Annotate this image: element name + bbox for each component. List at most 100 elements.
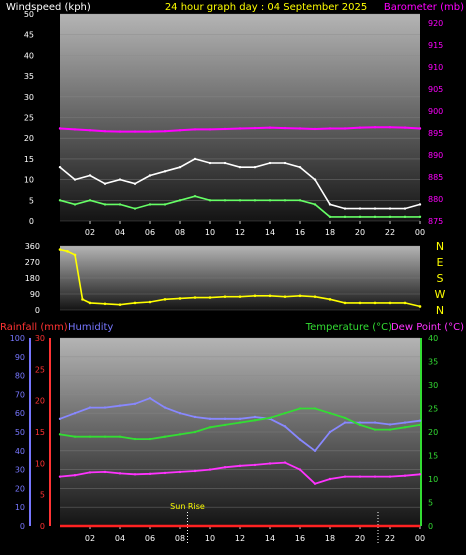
temperature-point bbox=[268, 416, 272, 420]
gust-point bbox=[328, 203, 332, 206]
temperature-point bbox=[193, 430, 197, 434]
humidity-tick-label: 70 bbox=[15, 390, 25, 399]
dewpoint-point bbox=[103, 470, 107, 474]
temperature-point bbox=[133, 437, 137, 441]
dewpoint-point bbox=[298, 468, 302, 471]
dewpoint-point bbox=[253, 463, 257, 467]
humidity-tick-label: 60 bbox=[15, 409, 25, 418]
barometer-point bbox=[313, 127, 317, 131]
compass-label: N bbox=[436, 304, 444, 317]
wind-x-tick-label: 14 bbox=[265, 228, 275, 237]
temperature-tick-label: 10 bbox=[428, 475, 438, 484]
temp-x-tick-label: 00 bbox=[415, 534, 425, 543]
direction-point bbox=[66, 250, 69, 253]
direction-tick-label: 360 bbox=[25, 242, 40, 251]
barometer-point bbox=[238, 127, 242, 130]
direction-point bbox=[163, 298, 167, 301]
direction-point bbox=[358, 301, 362, 305]
gust-point bbox=[178, 165, 182, 169]
windspeed-tick-label: 5 bbox=[29, 196, 34, 205]
humidity-point bbox=[178, 412, 182, 415]
direction-point bbox=[388, 301, 392, 305]
temperature-point bbox=[208, 426, 212, 429]
barometer-point bbox=[388, 125, 392, 129]
barometer-tick-label: 910 bbox=[428, 63, 443, 72]
direction-point bbox=[81, 298, 84, 301]
barometer-point bbox=[178, 129, 182, 132]
gust-point bbox=[223, 161, 227, 165]
windspeed-tick-label: 15 bbox=[24, 155, 34, 164]
direction-point bbox=[343, 301, 347, 305]
direction-point bbox=[208, 296, 212, 299]
rainfall-tick-label: 25 bbox=[35, 365, 45, 374]
temp-x-tick-label: 22 bbox=[385, 534, 395, 543]
temperature-point bbox=[313, 407, 317, 410]
barometer-point bbox=[403, 126, 407, 129]
humidity-point bbox=[343, 421, 347, 424]
gust-point bbox=[238, 165, 242, 169]
temperature-point bbox=[358, 423, 362, 427]
temperature-point bbox=[238, 421, 242, 424]
sunrise-annotation: Sun Rise bbox=[170, 502, 205, 511]
humidity-tick-label: 10 bbox=[15, 503, 25, 512]
temp-x-tick-label: 08 bbox=[175, 534, 185, 543]
dewpoint-point bbox=[268, 462, 272, 465]
barometer-point bbox=[373, 125, 377, 129]
temperature-tick-label: 40 bbox=[428, 334, 438, 343]
barometer-point bbox=[103, 129, 107, 133]
direction-point bbox=[58, 248, 62, 251]
humidity-point bbox=[403, 421, 407, 424]
barometer-point bbox=[268, 126, 272, 129]
humidity-point bbox=[73, 412, 77, 415]
temperature-tick-label: 5 bbox=[428, 499, 433, 508]
wind-x-tick-label: 12 bbox=[235, 228, 245, 237]
temp-x-tick-label: 18 bbox=[325, 534, 335, 543]
speed-point bbox=[103, 203, 107, 206]
direction-point bbox=[403, 301, 407, 305]
humidity-point bbox=[133, 402, 137, 405]
speed-point bbox=[403, 215, 407, 219]
rainfall-axis-label: Rainfall (mm) bbox=[0, 322, 68, 333]
direction-point bbox=[298, 294, 302, 298]
wind-x-tick-label: 20 bbox=[355, 228, 365, 237]
compass-label: S bbox=[437, 272, 444, 285]
gust-point bbox=[388, 207, 392, 210]
barometer-tick-label: 890 bbox=[428, 151, 443, 160]
dewpoint-point bbox=[403, 474, 407, 477]
humidity-axis-label: Humidity bbox=[68, 322, 113, 333]
barometer-point bbox=[58, 127, 62, 130]
speed-point bbox=[373, 215, 377, 219]
gust-point bbox=[73, 178, 77, 181]
wind-x-tick-label: 16 bbox=[295, 228, 305, 237]
rainfall-tick-label: 15 bbox=[35, 428, 45, 437]
temperature-tick-label: 25 bbox=[428, 405, 438, 414]
humidity-point bbox=[193, 415, 197, 419]
direction-point bbox=[268, 294, 272, 298]
dewpoint-point bbox=[283, 461, 287, 464]
speed-point bbox=[73, 203, 77, 206]
temperature-point bbox=[373, 428, 377, 431]
temperature-tick-label: 0 bbox=[428, 522, 433, 531]
humidity-point bbox=[388, 423, 392, 426]
humidity-point bbox=[328, 430, 332, 434]
humidity-point bbox=[148, 396, 152, 400]
temp-x-tick-label: 04 bbox=[115, 534, 125, 543]
humidity-point bbox=[208, 417, 212, 421]
dewpoint-point bbox=[373, 475, 377, 478]
barometer-tick-label: 895 bbox=[428, 129, 443, 138]
direction-point bbox=[373, 301, 377, 305]
gust-point bbox=[313, 178, 317, 181]
temperature-point bbox=[298, 407, 302, 410]
windspeed-tick-label: 45 bbox=[24, 31, 34, 40]
barometer-tick-label: 915 bbox=[428, 41, 443, 50]
speed-point bbox=[253, 199, 257, 202]
dewpoint-point bbox=[133, 473, 137, 476]
temperature-point bbox=[253, 419, 257, 422]
gust-point bbox=[58, 165, 62, 169]
barometer-axis-label: Barometer (mb) bbox=[384, 2, 464, 13]
gust-point bbox=[283, 161, 287, 165]
barometer-point bbox=[73, 128, 77, 131]
barometer-point bbox=[223, 127, 227, 131]
speed-point bbox=[223, 199, 227, 202]
